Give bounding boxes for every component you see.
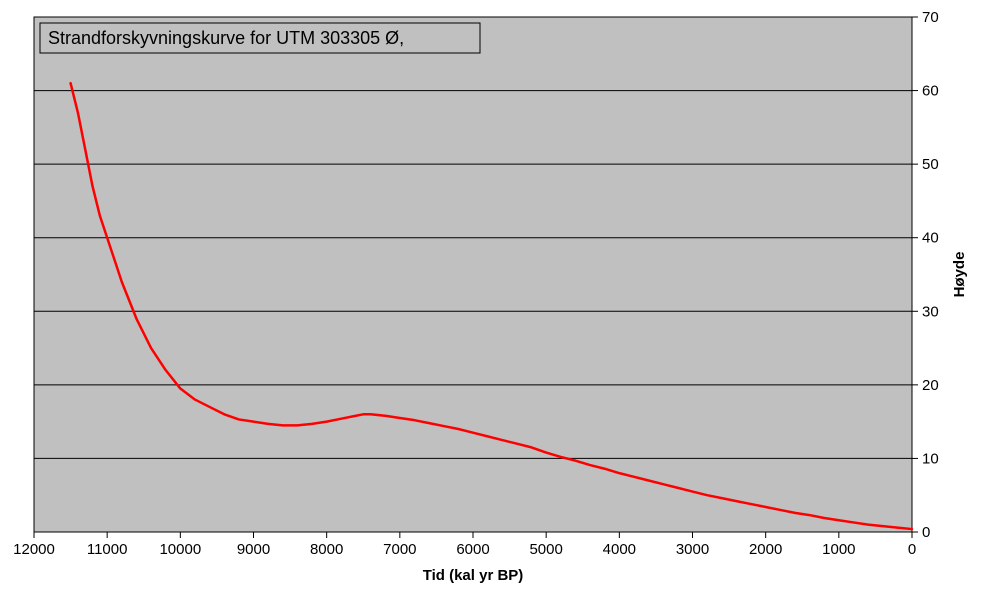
chart-container: 1200011000100009000800070006000500040003…	[0, 0, 981, 607]
xtick-label: 0	[908, 541, 916, 558]
x-axis-label: Tid (kal yr BP)	[423, 567, 524, 584]
ytick-label: 10	[922, 450, 939, 467]
y-axis-label: Høyde	[951, 252, 968, 298]
ytick-label: 70	[922, 9, 939, 26]
xtick-label: 12000	[13, 541, 55, 558]
ytick-label: 60	[922, 83, 939, 100]
xtick-label: 4000	[603, 541, 636, 558]
xtick-label: 10000	[159, 541, 201, 558]
xtick-label: 7000	[383, 541, 416, 558]
chart-title: Strandforskyvningskurve for UTM 303305 Ø…	[48, 28, 404, 48]
xtick-label: 9000	[237, 541, 270, 558]
xtick-label: 8000	[310, 541, 343, 558]
plot-background	[34, 17, 912, 532]
xtick-label: 2000	[749, 541, 782, 558]
ytick-label: 50	[922, 156, 939, 173]
ytick-label: 20	[922, 377, 939, 394]
xtick-label: 1000	[822, 541, 855, 558]
xtick-label: 11000	[87, 541, 128, 558]
xtick-label: 6000	[456, 541, 489, 558]
chart-svg: 1200011000100009000800070006000500040003…	[0, 0, 981, 607]
ytick-label: 40	[922, 230, 939, 247]
ytick-label: 0	[922, 524, 930, 541]
ytick-label: 30	[922, 303, 939, 320]
xtick-label: 5000	[529, 541, 562, 558]
xtick-label: 3000	[676, 541, 709, 558]
